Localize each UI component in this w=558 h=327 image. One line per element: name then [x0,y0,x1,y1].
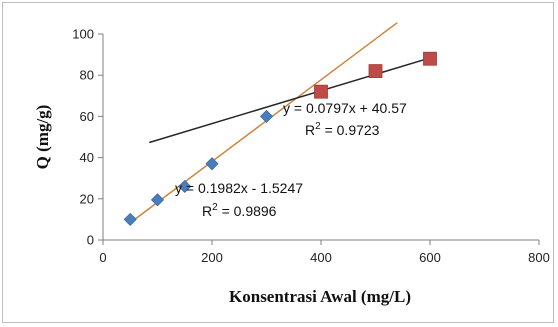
y-axis-title: Q (mg/g) [33,105,52,170]
chart-axes: 0 20 40 60 80 100 0 200 400 600 800 [72,27,550,266]
trendline-2 [149,57,431,144]
trendline-equation: y = 0.1982x - 1.5247 [175,180,303,196]
x-tick-label: 0 [99,250,106,265]
diamond-point [150,193,165,207]
diamond-point [205,157,219,171]
trendline-1 [129,22,398,224]
x-tick-label: 200 [201,250,223,265]
diamond-point [259,109,274,123]
y-tick-label: 0 [87,233,94,248]
r-squared-label: R2 = 0.9723 [305,121,380,138]
trendlines [129,22,431,224]
x-tick-label: 600 [419,250,441,265]
diamond-point [178,179,192,194]
x-tick-label: 400 [310,250,332,265]
y-tick-label: 60 [80,109,94,124]
x-axis-title: Konsentrasi Awal (mg/L) [229,287,411,306]
square-point [423,51,437,66]
data-points [123,51,437,226]
square-point [368,64,383,78]
y-tick-label: 100 [72,27,94,42]
square-point [314,84,328,99]
diamond-point [123,212,137,226]
y-tick-label: 80 [80,68,94,83]
y-tick-label: 20 [80,191,94,206]
x-tick-label: 800 [528,250,550,265]
equation-labels: y = 0.1982x - 1.5247 R2 = 0.9896 y = 0.079… [175,100,407,219]
trendline-equation: y = 0.0797x + 40.57 [283,100,407,116]
r-squared-label: R2 = 0.9896 [202,202,277,219]
chart-frame [2,2,554,323]
y-tick-label: 40 [80,150,94,165]
